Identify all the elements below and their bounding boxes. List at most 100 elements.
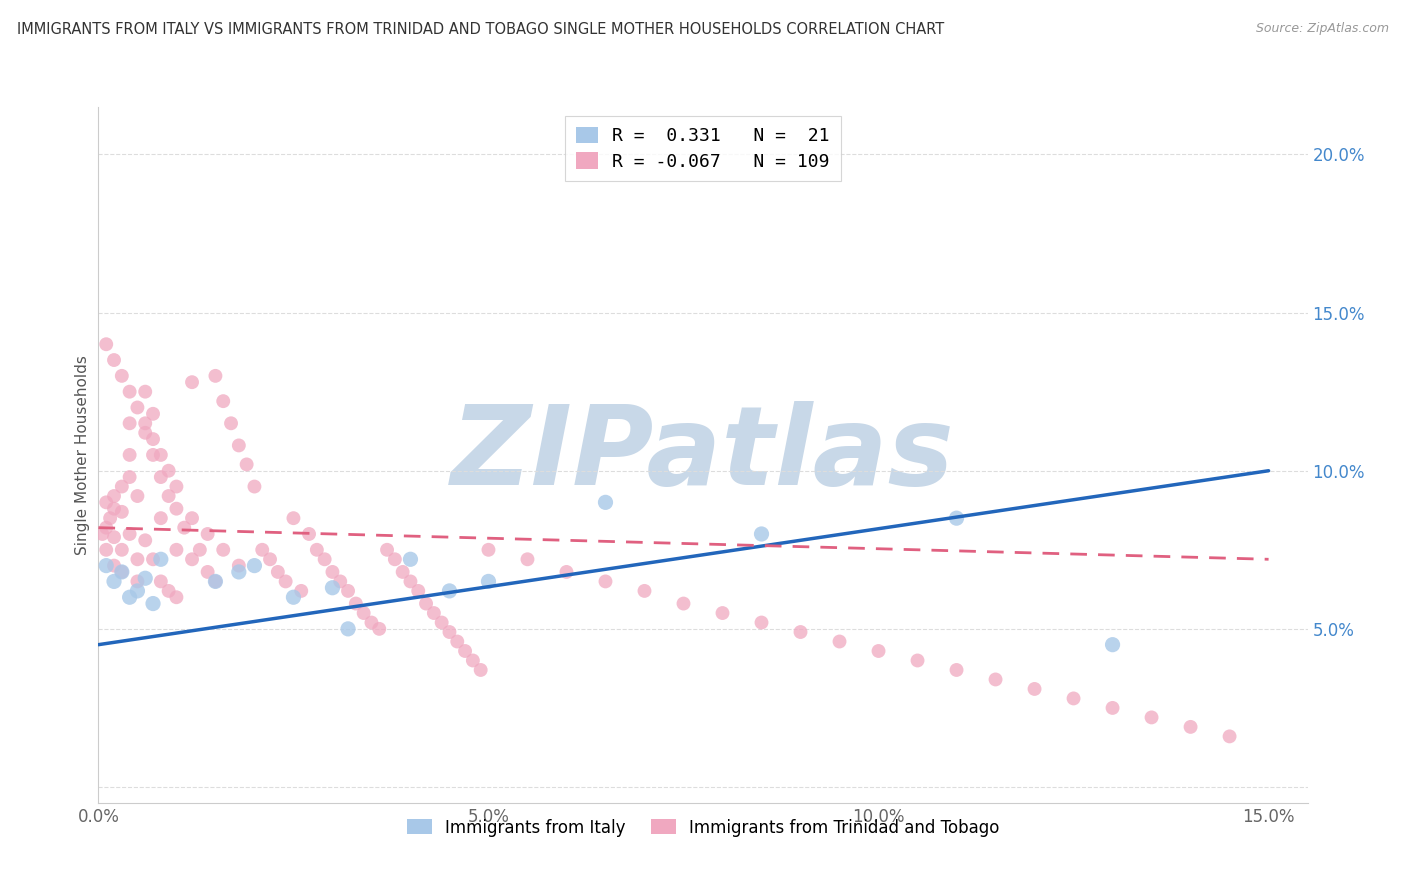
Point bbox=[157, 583, 180, 598]
Point bbox=[321, 581, 343, 595]
Point bbox=[1101, 701, 1123, 715]
Point bbox=[103, 574, 125, 589]
Text: Source: ZipAtlas.com: Source: ZipAtlas.com bbox=[1256, 22, 1389, 36]
Point bbox=[1140, 710, 1163, 724]
Point bbox=[165, 591, 187, 605]
Point bbox=[283, 591, 305, 605]
Point bbox=[142, 597, 165, 611]
Point bbox=[157, 464, 180, 478]
Point bbox=[111, 565, 134, 579]
Point bbox=[399, 574, 422, 589]
Point bbox=[96, 495, 118, 509]
Point bbox=[173, 521, 195, 535]
Point bbox=[344, 597, 367, 611]
Point bbox=[1101, 638, 1123, 652]
Point bbox=[633, 583, 655, 598]
Point bbox=[1063, 691, 1085, 706]
Point bbox=[828, 634, 851, 648]
Point bbox=[1024, 681, 1046, 696]
Point bbox=[439, 625, 461, 640]
Point bbox=[181, 552, 204, 566]
Point bbox=[127, 401, 149, 415]
Point bbox=[430, 615, 453, 630]
Point bbox=[111, 368, 134, 383]
Point bbox=[98, 511, 121, 525]
Point bbox=[165, 501, 187, 516]
Point bbox=[111, 505, 134, 519]
Point bbox=[149, 574, 172, 589]
Point bbox=[391, 565, 413, 579]
Point bbox=[204, 368, 226, 383]
Point bbox=[91, 527, 114, 541]
Point bbox=[399, 552, 422, 566]
Point bbox=[157, 489, 180, 503]
Point bbox=[149, 552, 172, 566]
Point bbox=[103, 530, 125, 544]
Point bbox=[672, 597, 695, 611]
Point bbox=[204, 574, 226, 589]
Point bbox=[406, 583, 429, 598]
Point bbox=[96, 542, 118, 557]
Point bbox=[118, 384, 141, 399]
Point bbox=[149, 470, 172, 484]
Point bbox=[134, 571, 156, 585]
Point bbox=[197, 565, 219, 579]
Point bbox=[149, 511, 172, 525]
Point bbox=[118, 417, 141, 431]
Point bbox=[477, 542, 499, 557]
Point bbox=[945, 511, 967, 525]
Point bbox=[423, 606, 446, 620]
Point bbox=[103, 489, 125, 503]
Point bbox=[368, 622, 391, 636]
Point bbox=[298, 527, 321, 541]
Point bbox=[134, 533, 156, 548]
Point bbox=[337, 583, 360, 598]
Point bbox=[267, 565, 290, 579]
Point bbox=[149, 448, 172, 462]
Point bbox=[321, 565, 343, 579]
Point bbox=[907, 653, 929, 667]
Point bbox=[595, 574, 617, 589]
Point bbox=[283, 511, 305, 525]
Point bbox=[103, 501, 125, 516]
Point bbox=[96, 521, 118, 535]
Point bbox=[945, 663, 967, 677]
Point bbox=[228, 438, 250, 452]
Point bbox=[360, 615, 382, 630]
Point bbox=[595, 495, 617, 509]
Text: ZIPatlas: ZIPatlas bbox=[451, 401, 955, 508]
Point bbox=[118, 448, 141, 462]
Y-axis label: Single Mother Households: Single Mother Households bbox=[75, 355, 90, 555]
Point bbox=[252, 542, 274, 557]
Point bbox=[134, 417, 156, 431]
Point bbox=[274, 574, 297, 589]
Point bbox=[243, 479, 266, 493]
Point bbox=[235, 458, 257, 472]
Point bbox=[111, 479, 134, 493]
Point bbox=[118, 527, 141, 541]
Point bbox=[142, 448, 165, 462]
Point bbox=[118, 470, 141, 484]
Point bbox=[165, 479, 187, 493]
Point bbox=[555, 565, 578, 579]
Point bbox=[751, 615, 773, 630]
Point bbox=[353, 606, 375, 620]
Point bbox=[127, 489, 149, 503]
Point bbox=[1219, 730, 1241, 744]
Point bbox=[127, 574, 149, 589]
Point bbox=[789, 625, 811, 640]
Point bbox=[228, 558, 250, 573]
Point bbox=[142, 552, 165, 566]
Point bbox=[415, 597, 437, 611]
Point bbox=[127, 583, 149, 598]
Point bbox=[103, 558, 125, 573]
Point bbox=[96, 558, 118, 573]
Point bbox=[259, 552, 281, 566]
Point bbox=[219, 417, 242, 431]
Point bbox=[290, 583, 312, 598]
Legend: Immigrants from Italy, Immigrants from Trinidad and Tobago: Immigrants from Italy, Immigrants from T… bbox=[401, 812, 1005, 843]
Point bbox=[477, 574, 499, 589]
Point bbox=[868, 644, 890, 658]
Point bbox=[212, 394, 235, 409]
Point bbox=[375, 542, 398, 557]
